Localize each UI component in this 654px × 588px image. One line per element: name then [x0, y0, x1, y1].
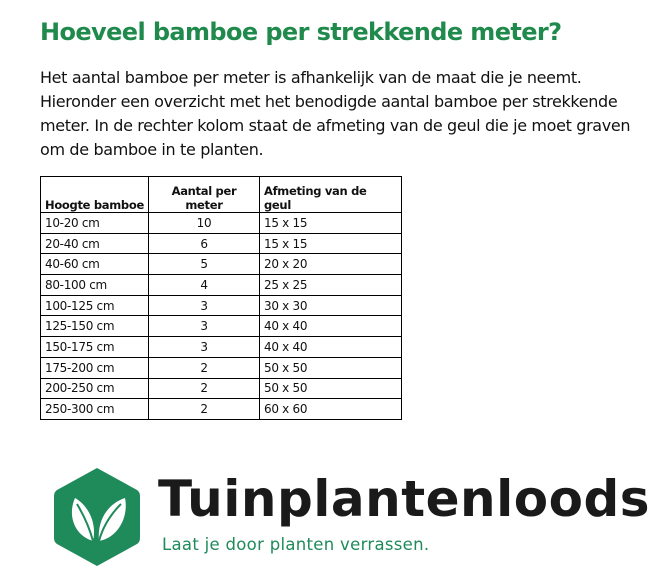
table-row: 20-40 cm 6 15 x 15: [40, 232, 402, 255]
table-row: 125-150 cm 3 40 x 40: [40, 315, 402, 338]
cell-count: 2: [148, 356, 260, 379]
cell-count: 2: [148, 377, 260, 400]
leaf-hexagon-icon: [54, 468, 140, 566]
cell-height: 175-200 cm: [40, 356, 149, 379]
cell-trench: 60 x 60: [259, 398, 402, 420]
page-title: Hoeveel bamboe per strekkende meter?: [40, 18, 562, 46]
cell-trench: 15 x 15: [259, 212, 402, 234]
cell-height: 20-40 cm: [40, 232, 149, 255]
cell-trench: 25 x 25: [259, 274, 402, 296]
table-row: 175-200 cm 2 50 x 50: [40, 356, 402, 379]
cell-height: 125-150 cm: [40, 315, 149, 338]
cell-trench: 30 x 30: [259, 294, 402, 317]
table-row: 10-20 cm 10 15 x 15: [40, 212, 402, 234]
cell-height: 40-60 cm: [40, 253, 149, 276]
table-row: 200-250 cm 2 50 x 50: [40, 377, 402, 400]
cell-height: 10-20 cm: [40, 212, 149, 234]
cell-trench: 40 x 40: [259, 336, 402, 358]
cell-height: 80-100 cm: [40, 274, 149, 296]
intro-paragraph: Het aantal bamboe per meter is afhankeli…: [40, 68, 631, 159]
cell-height: 200-250 cm: [40, 377, 149, 400]
cell-trench: 15 x 15: [259, 232, 402, 255]
cell-trench: 50 x 50: [259, 377, 402, 400]
table-row: 150-175 cm 3 40 x 40: [40, 336, 402, 358]
table-row: 100-125 cm 3 30 x 30: [40, 294, 402, 317]
cell-count: 6: [148, 232, 260, 255]
brand-tagline: Laat je door planten verrassen.: [162, 535, 430, 554]
table-row: 40-60 cm 5 20 x 20: [40, 253, 402, 276]
cell-trench: 20 x 20: [259, 253, 402, 276]
cell-count: 3: [148, 315, 260, 338]
cell-height: 250-300 cm: [40, 398, 149, 420]
cell-trench: 40 x 40: [259, 315, 402, 338]
cell-trench: 50 x 50: [259, 356, 402, 379]
brand-name: Tuinplantenloods: [158, 470, 651, 528]
cell-count: 3: [148, 336, 260, 358]
cell-count: 5: [148, 253, 260, 276]
header-height: Hoogte bamboe: [40, 176, 149, 213]
table-row: 80-100 cm 4 25 x 25: [40, 274, 402, 296]
header-trench: Afmeting van de geul: [259, 176, 402, 213]
cell-height: 150-175 cm: [40, 336, 149, 358]
cell-count: 2: [148, 398, 260, 420]
bamboo-table: Hoogte bamboe Aantal per meter Afmeting …: [40, 176, 402, 420]
cell-count: 4: [148, 274, 260, 296]
cell-count: 10: [148, 212, 260, 234]
table-row: 250-300 cm 2 60 x 60: [40, 398, 402, 420]
cell-count: 3: [148, 294, 260, 317]
cell-height: 100-125 cm: [40, 294, 149, 317]
header-count: Aantal per meter: [148, 176, 260, 213]
table-header-row: Hoogte bamboe Aantal per meter Afmeting …: [40, 176, 402, 213]
